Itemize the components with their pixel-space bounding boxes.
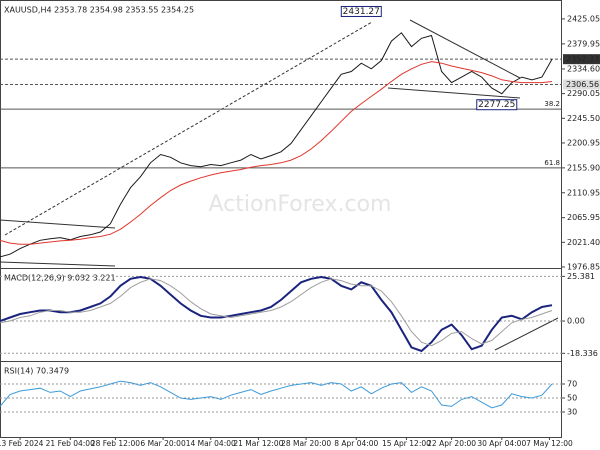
y-tick-label: 2290.05 [567, 89, 600, 98]
y-tick-label: 25.381 [567, 272, 595, 281]
x-tick-label: 6 Mar 20:00 [140, 439, 186, 448]
annotation-label: 2431.27 [343, 7, 380, 17]
series-line [0, 278, 553, 347]
x-tick-label: 22 Apr 20:00 [427, 439, 476, 448]
price-box [563, 54, 600, 65]
y-tick-label: 2425.05 [567, 14, 600, 23]
trend-line [387, 87, 521, 99]
annotation-label: 2277.25 [478, 100, 515, 110]
watermark: ActionForex.com [209, 192, 392, 217]
y-tick-label: 30 [567, 408, 577, 417]
y-tick-label: 1976.85 [567, 262, 600, 271]
y-tick-label: 2155.90 [567, 163, 600, 172]
fib-label: 61.8 [544, 159, 560, 167]
y-tick-label: 50 [567, 394, 577, 403]
y-tick-label: 2021.40 [567, 238, 600, 247]
trend-line [409, 19, 521, 79]
trend-line [4, 21, 373, 236]
x-tick-label: 30 Apr 04:00 [477, 439, 526, 448]
y-tick-label: 2065.95 [567, 213, 600, 222]
panel-title: RSI(14) 70.3479 [4, 367, 69, 376]
x-tick-label: 15 Apr 12:00 [382, 439, 431, 448]
x-tick-label: 7 May 12:00 [526, 439, 573, 448]
panel-title: XAUUSD,H4 2353.78 2354.98 2353.55 2354.2… [4, 6, 194, 15]
x-tick-label: 21 Mar 12:00 [233, 439, 283, 448]
series-line [0, 32, 553, 258]
series-line [0, 275, 553, 353]
x-tick-label: 28 Mar 20:00 [281, 439, 331, 448]
panel-title: MACD(12,26,9) 9.032 3.221 [4, 274, 116, 283]
y-tick-label: -18.336 [567, 349, 598, 358]
price-label: 2306.56 [566, 80, 599, 89]
x-tick-label: 14 Mar 04:00 [186, 439, 236, 448]
annotation-box [340, 5, 382, 17]
channel-line [0, 219, 116, 229]
y-tick-label: 2110.95 [567, 188, 600, 197]
frame [0, 0, 562, 438]
channel-line [0, 261, 116, 267]
y-tick-label: 2379.95 [567, 39, 600, 48]
y-tick-label: 70 [567, 380, 577, 389]
trend-line [494, 317, 559, 351]
y-tick-label: 0.00 [567, 317, 585, 326]
price-box [563, 79, 600, 90]
y-tick-label: 2245.50 [567, 114, 600, 123]
series-line [0, 61, 553, 245]
x-tick-label: 28 Feb 12:00 [91, 439, 140, 448]
price-label: 2352.33 [566, 55, 599, 64]
annotation-box [476, 99, 518, 111]
y-tick-label: 2334.60 [567, 64, 600, 73]
x-tick-label: 8 Apr 04:00 [334, 439, 378, 448]
y-tick-label: 2200.95 [567, 138, 600, 147]
x-tick-label: 13 Feb 2024 [0, 439, 44, 448]
series-line [0, 380, 553, 409]
fib-label: 38.2 [544, 100, 560, 108]
x-tick-label: 21 Feb 04:00 [46, 439, 95, 448]
